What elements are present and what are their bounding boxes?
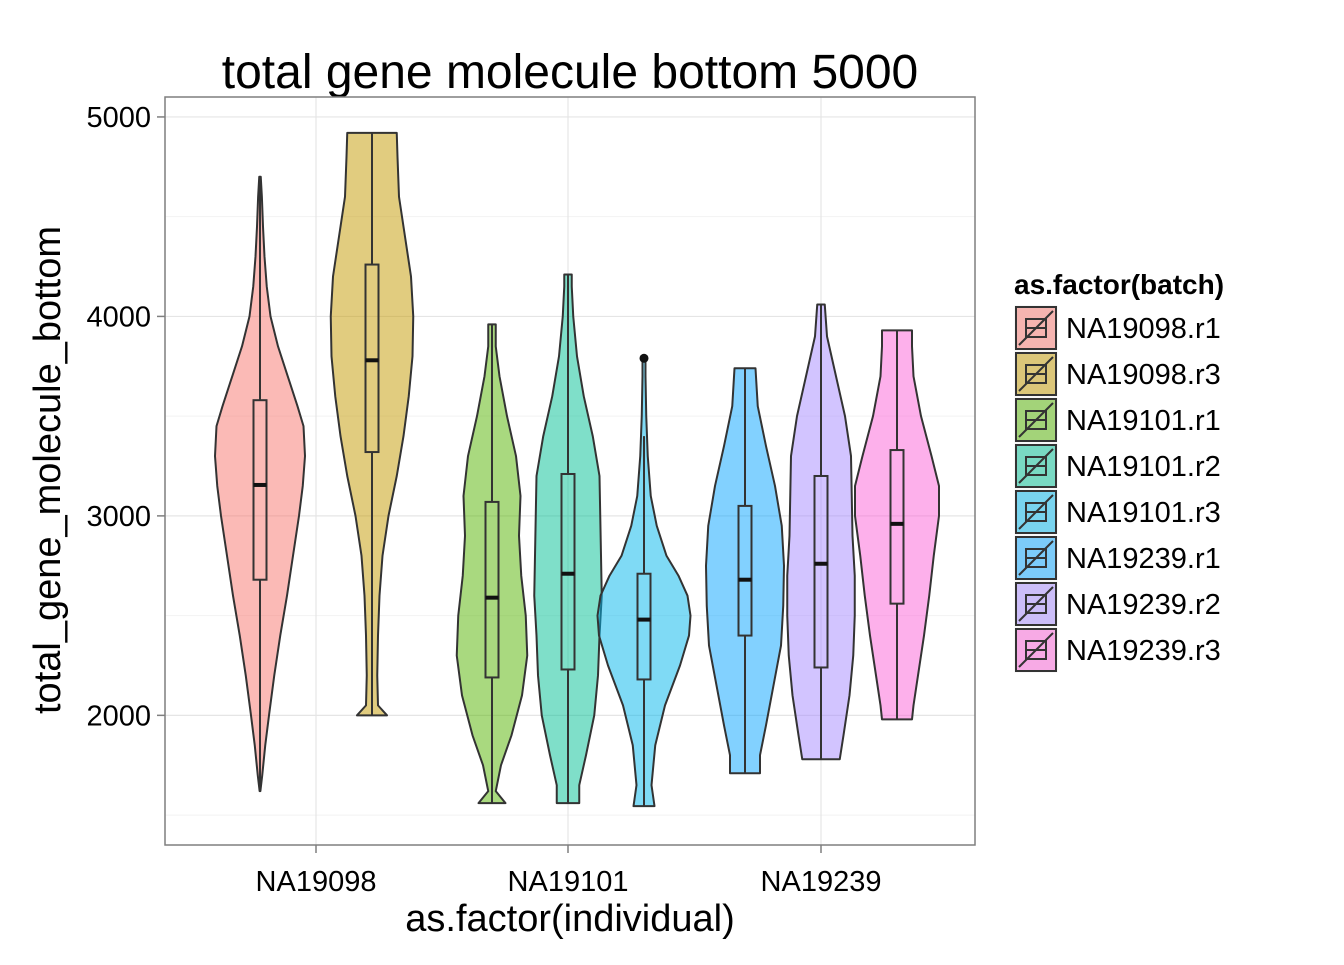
- iqr-box: [813, 474, 829, 669]
- legend-label: NA19101.r1: [1066, 405, 1221, 437]
- violin-body: [329, 131, 415, 717]
- legend-title: as.factor(batch): [1014, 269, 1224, 300]
- violin-NA19101.r1: [455, 323, 529, 805]
- violin-body: [786, 303, 856, 761]
- legend-label: NA19098.r1: [1066, 313, 1221, 345]
- violin-NA19098.r1: [214, 175, 306, 793]
- legend-key-box: [1025, 456, 1047, 476]
- legend-key-box: [1025, 594, 1047, 614]
- y-tick-label: 2000: [86, 700, 151, 732]
- outlier-point: [639, 353, 649, 363]
- legend-label: NA19239.r2: [1066, 589, 1221, 621]
- x-tick-label: NA19239: [761, 866, 882, 898]
- legend-key-box: [1025, 548, 1047, 568]
- iqr-box: [636, 572, 652, 681]
- violin-body: [705, 367, 785, 775]
- iqr-box: [737, 504, 753, 637]
- y-tick-label: 5000: [86, 102, 151, 134]
- iqr-box: [889, 449, 905, 605]
- legend-item-NA19101.r1: NA19101.r1: [1013, 396, 1221, 444]
- axes: 2000 3000 4000 5000 NA19098 NA19101 NA19239: [86, 102, 881, 898]
- legend-key-box: [1025, 318, 1047, 338]
- legend-item-NA19098.r3: NA19098.r3: [1013, 350, 1221, 398]
- legend-item-NA19101.r2: NA19101.r2: [1013, 442, 1221, 490]
- legend-label: NA19239.r1: [1066, 543, 1221, 575]
- violin-NA19101.r3: [596, 353, 692, 808]
- chart-title: total gene molecule bottom 5000: [222, 46, 918, 99]
- legend-label: NA19101.r3: [1066, 497, 1221, 529]
- legend-label: NA19098.r3: [1066, 359, 1221, 391]
- legend-key-box: [1025, 364, 1047, 384]
- iqr-box: [252, 399, 268, 581]
- legend-item-NA19101.r3: NA19101.r3: [1013, 488, 1221, 536]
- legend: as.factor(batch) NA19098.r1 NA19098.r3 NA1…: [1013, 269, 1224, 674]
- violin-NA19239.r3: [854, 329, 940, 721]
- iqr-box: [484, 500, 500, 679]
- y-axis-label: total_gene_molecule_bottom: [27, 226, 69, 714]
- legend-label: NA19101.r2: [1066, 451, 1221, 483]
- legend-key-box: [1025, 640, 1047, 660]
- violin-NA19098.r3: [329, 131, 415, 717]
- panel-border: [164, 96, 976, 846]
- x-tick-label: NA19098: [256, 866, 377, 898]
- x-tick-label: NA19101: [508, 866, 629, 898]
- x-axis-label: as.factor(individual): [405, 898, 734, 940]
- y-tick-label: 3000: [86, 501, 151, 533]
- violin-layer: [164, 96, 976, 846]
- violin-NA19239.r2: [786, 303, 856, 761]
- y-tick-label: 4000: [86, 301, 151, 333]
- violin-body: [455, 323, 529, 805]
- legend-item-NA19239.r2: NA19239.r2: [1013, 580, 1221, 628]
- legend-label: NA19239.r3: [1066, 635, 1221, 667]
- legend-item-NA19239.r1: NA19239.r1: [1013, 534, 1221, 582]
- violin-NA19239.r1: [705, 367, 785, 775]
- legend-item-NA19098.r1: NA19098.r1: [1013, 304, 1221, 352]
- legend-key-box: [1025, 410, 1047, 430]
- legend-key-box: [1025, 502, 1047, 522]
- legend-item-NA19239.r3: NA19239.r3: [1013, 626, 1221, 674]
